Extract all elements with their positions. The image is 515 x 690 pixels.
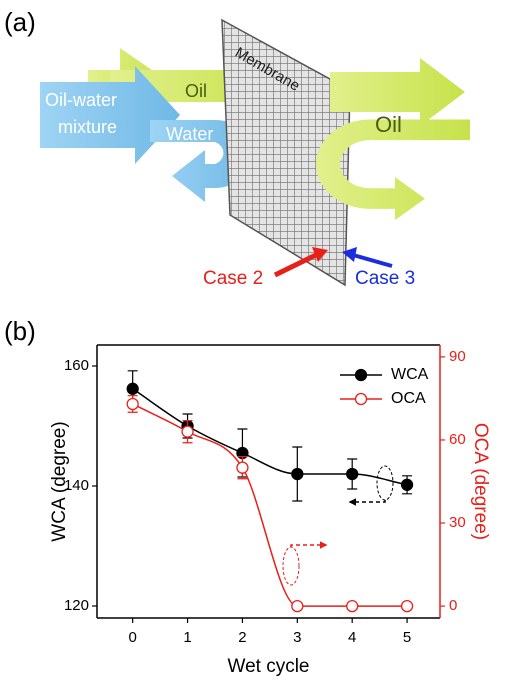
x-tick-label: 0 — [129, 629, 137, 646]
data-point — [181, 425, 194, 438]
data-point — [291, 599, 304, 613]
panel-label: (a) — [4, 7, 36, 37]
mixture-arrow — [40, 66, 180, 164]
case3-arrow — [352, 253, 393, 268]
series-line — [132, 403, 408, 607]
x-tick-label: 4 — [348, 629, 356, 646]
y2-tick-label: 0 — [449, 597, 457, 614]
oil-out-arrow — [330, 58, 465, 126]
x-tick-label: 5 — [403, 629, 411, 646]
oil-label: Oil — [375, 112, 402, 137]
y-tick-label: 120 — [64, 597, 89, 614]
y-axis-title: WCA (degree) — [49, 421, 70, 541]
water-label: Water — [166, 124, 213, 144]
legend-marker — [354, 392, 368, 406]
annotation-arrow — [290, 541, 328, 549]
case2-label: Case 2 — [203, 268, 263, 289]
membrane — [221, 18, 351, 287]
case2-arrowhead — [312, 247, 328, 262]
case3-label: Case 3 — [355, 268, 415, 289]
y2-tick-label: 30 — [449, 514, 466, 531]
oil-label: Oil — [185, 81, 207, 101]
y-tick-label: 160 — [64, 357, 89, 374]
y-tick-label: 140 — [64, 477, 89, 494]
y2-tick-label: 60 — [449, 431, 466, 448]
case3-arrowhead — [342, 247, 357, 262]
legend-marker — [354, 368, 368, 382]
x-tick-label: 1 — [183, 629, 191, 646]
annotation-ellipse — [282, 546, 300, 586]
y2-axis-title: OCA (degree) — [470, 423, 491, 540]
annotation-arrow — [348, 498, 386, 506]
mixture-label: mixture — [58, 117, 117, 137]
panel-label: (b) — [4, 316, 36, 346]
annotation-ellipse — [376, 465, 394, 501]
data-point — [400, 599, 414, 613]
data-point — [126, 397, 139, 411]
data-point — [126, 382, 139, 395]
x-axis-title: Wet cycle — [227, 656, 309, 677]
data-point — [236, 461, 249, 474]
data-point — [400, 478, 414, 491]
legend-label: WCA — [391, 366, 429, 383]
x-tick-label: 3 — [293, 629, 301, 646]
mixture-label: Oil-water — [45, 90, 117, 110]
oil-uturn-arrow — [316, 119, 470, 221]
x-tick-label: 2 — [238, 629, 246, 646]
case2-arrow — [273, 251, 320, 278]
legend-label: OCA — [391, 390, 426, 407]
series-line — [132, 388, 408, 486]
data-point — [291, 467, 304, 481]
y2-tick-label: 90 — [449, 348, 466, 365]
data-point — [346, 599, 359, 613]
data-point — [346, 467, 359, 481]
